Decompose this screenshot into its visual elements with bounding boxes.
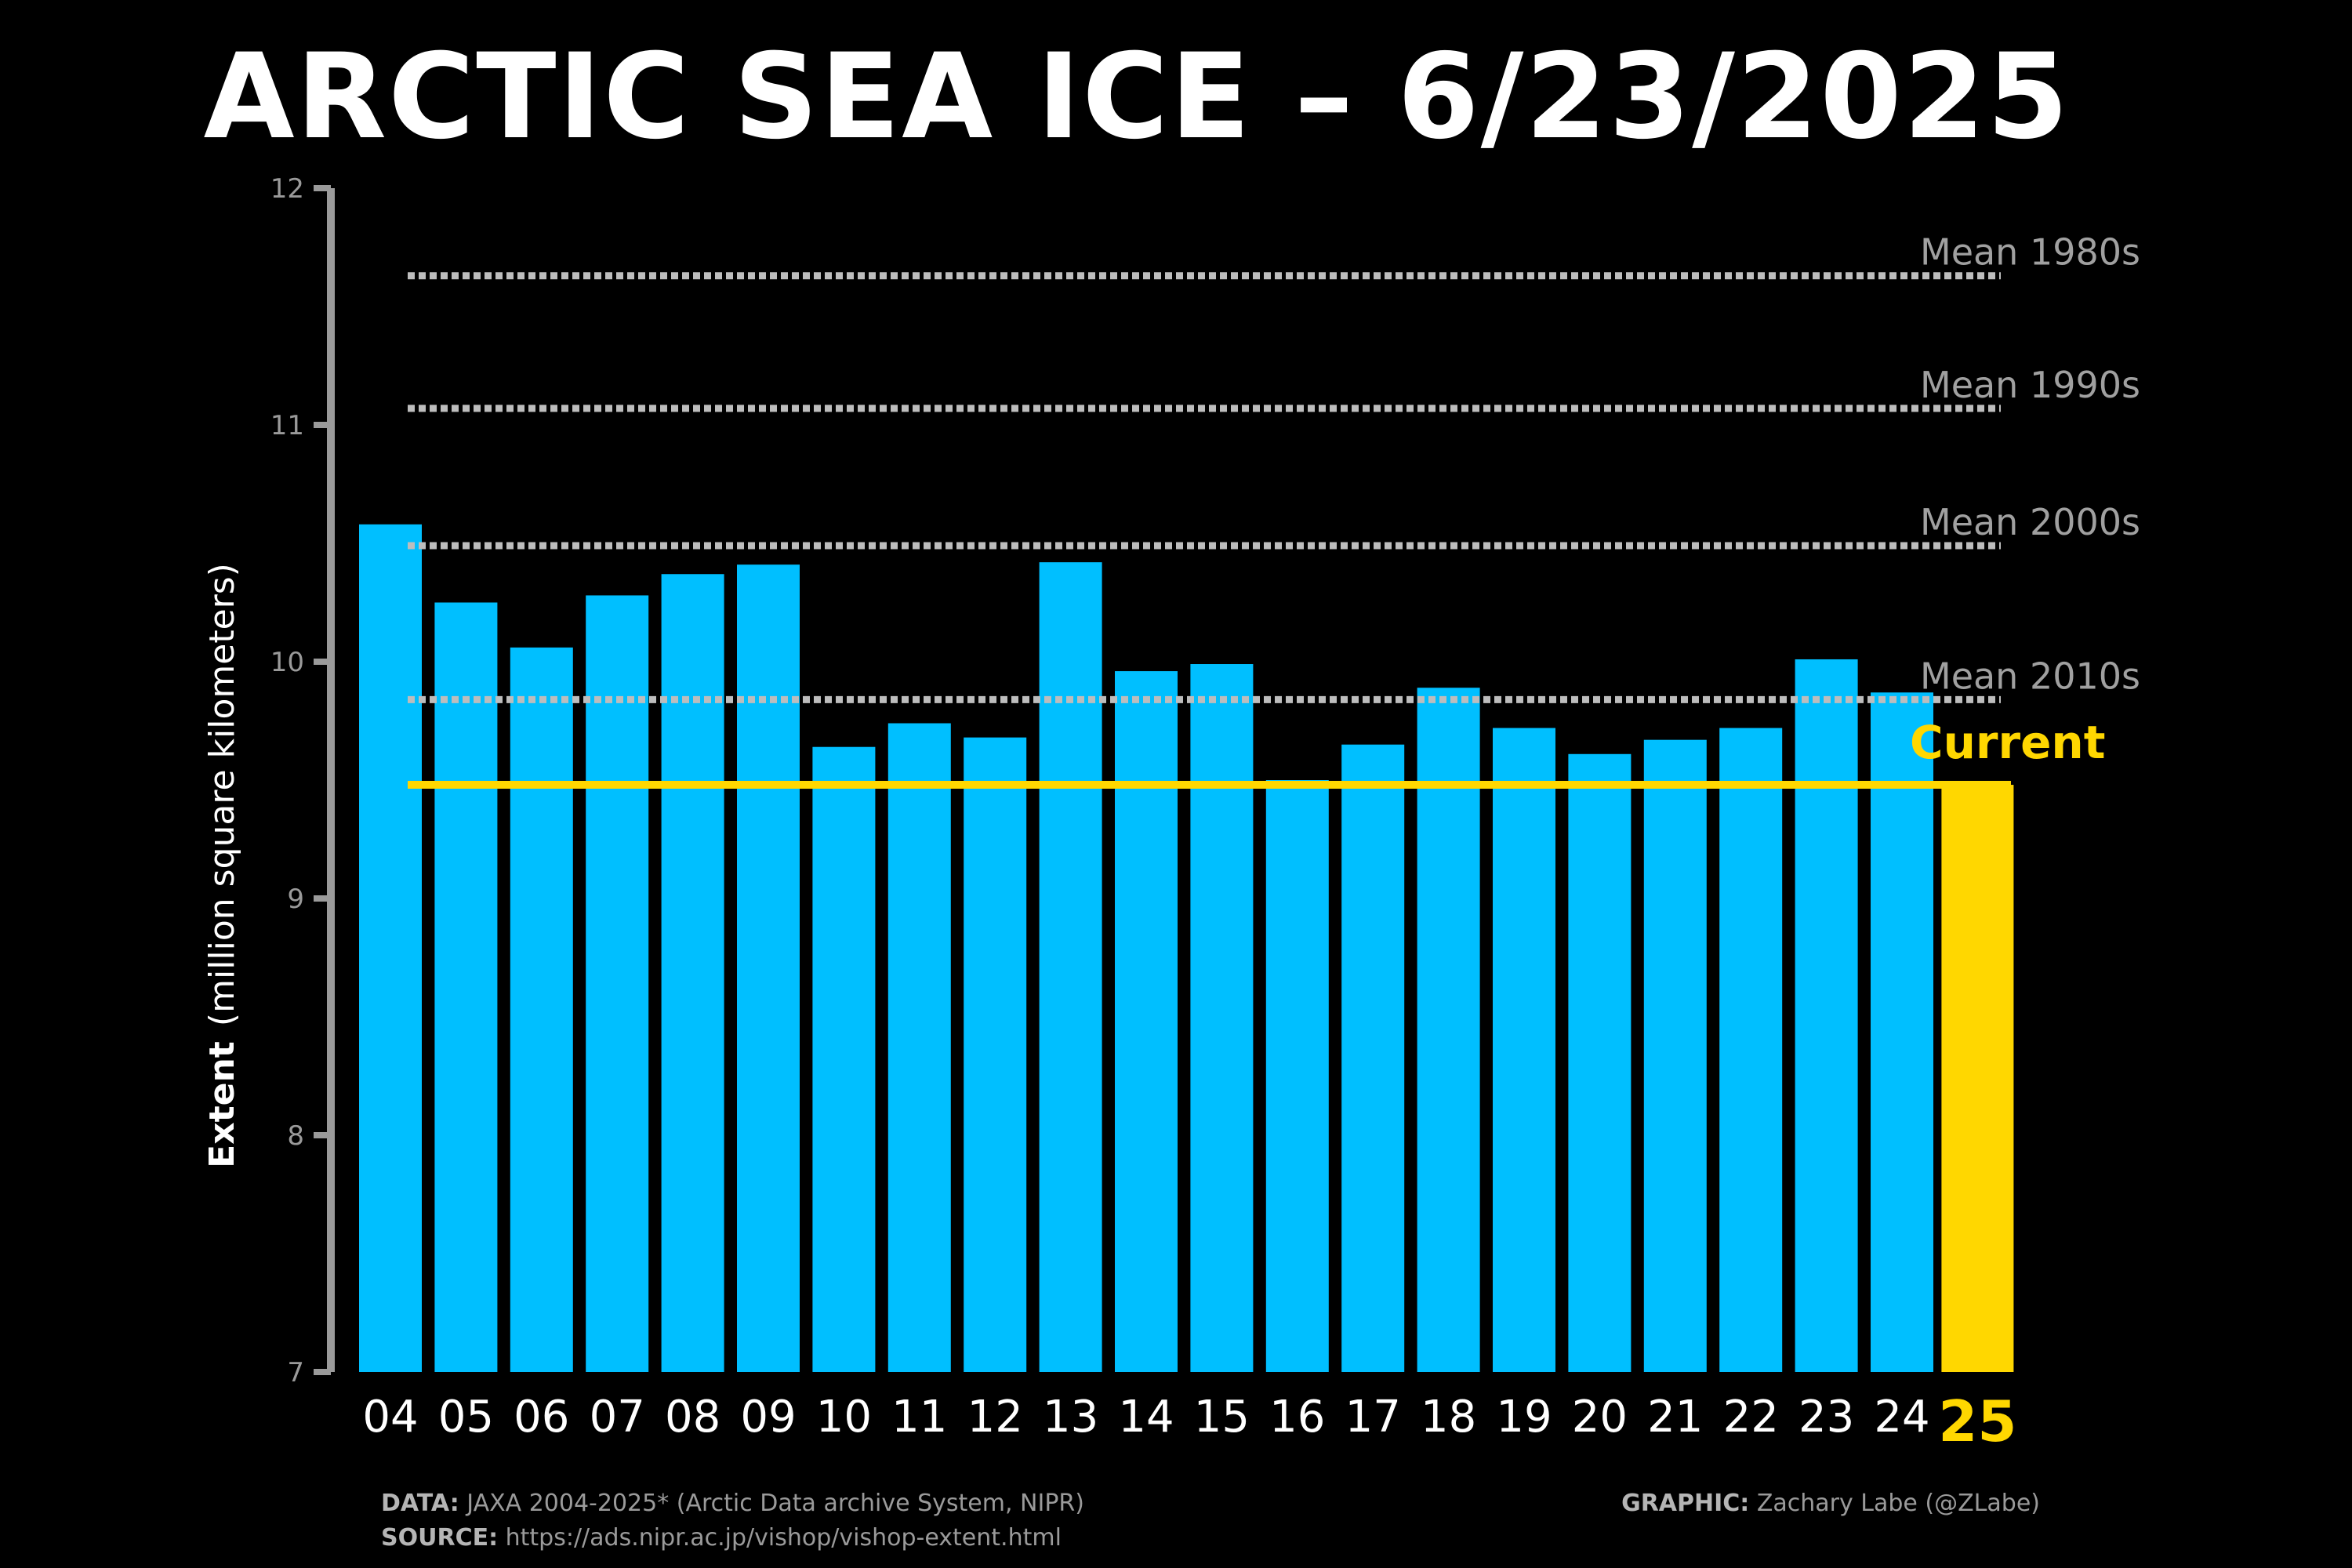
bar-06 [510,647,573,1372]
bar-13 [1039,562,1102,1373]
source-credit-line: SOURCE: https://ads.nipr.ac.jp/vishop/vi… [381,1521,1084,1555]
bar-08 [661,574,724,1372]
x-tick-label-21: 21 [1647,1392,1703,1443]
x-tick-label-16: 16 [1269,1392,1325,1443]
bars-group [359,524,2014,1373]
data-credit-value: JAXA 2004-2025* (Arctic Data archive Sys… [466,1490,1084,1517]
y-tick-label: 10 [270,647,304,678]
reference-label-2: Mean 1990s [1920,364,2140,406]
chart-title: ARCTIC SEA ICE – 6/23/2025 [203,29,2071,165]
y-axis-label-units: (million square kilometers) [202,563,242,1026]
x-tick-labels-group: 04 05 06 07 08 09 10 11 12 13 14 15 16 17 18 19 20 21 22 23… [362,1388,2016,1454]
y-tick-label: 12 [270,173,304,205]
reference-label-3: Mean 2000s [1920,501,2140,543]
x-tick-label-19: 19 [1496,1392,1552,1443]
x-tick-label-06: 06 [514,1392,569,1443]
x-tick-label-04: 04 [362,1392,418,1443]
footer-credits-left: DATA: JAXA 2004-2025* (Arctic Data archi… [381,1486,1084,1555]
x-tick-label-09: 09 [740,1392,796,1443]
bar-24 [1871,692,1933,1372]
y-axis-label-group: Extent (million square kilometers) [202,563,242,1168]
footer-credits-right: GRAPHIC: Zachary Labe (@ZLabe) [1621,1486,2040,1521]
x-tick-label-07: 07 [590,1392,645,1443]
x-tick-label-15: 15 [1194,1392,1250,1443]
bar-10 [812,746,876,1372]
data-credit-line: DATA: JAXA 2004-2025* (Arctic Data archi… [381,1486,1084,1521]
bar-11 [887,723,951,1372]
y-tick-label: 9 [287,884,304,915]
bar-20 [1568,753,1632,1372]
x-tick-label-08: 08 [665,1392,720,1443]
bar-05 [434,602,498,1372]
x-tick-label-23: 23 [1798,1392,1854,1443]
graphic-credit-value: Zachary Labe (@ZLabe) [1756,1490,2040,1517]
x-tick-label-25: 25 [1938,1388,2016,1454]
y-axis: 7 8 9 10 11 12 [270,173,335,1388]
reference-label-4: Mean 2010s [1920,655,2140,697]
bar-12 [964,737,1027,1372]
bar-09 [737,564,800,1373]
x-tick-label-18: 18 [1421,1392,1476,1443]
x-tick-label-17: 17 [1345,1392,1401,1443]
x-tick-label-14: 14 [1118,1392,1174,1443]
y-axis-label-bold: Extent [202,1041,242,1168]
y-tick-label: 11 [270,410,304,441]
bar-22 [1719,728,1783,1372]
source-credit-key: SOURCE: [381,1523,499,1552]
bar-15 [1190,664,1254,1372]
x-tick-label-12: 12 [967,1392,1023,1443]
data-credit-key: DATA: [381,1490,459,1517]
x-tick-label-10: 10 [816,1392,872,1443]
x-tick-label-24: 24 [1874,1392,1929,1443]
x-tick-label-11: 11 [891,1392,947,1443]
bar-07 [586,595,649,1372]
source-credit-value: https://ads.nipr.ac.jp/vishop/vishop-ext… [505,1523,1062,1552]
bar-21 [1643,739,1707,1372]
x-tick-label-05: 05 [438,1392,494,1443]
y-tick-label: 8 [287,1120,304,1152]
x-tick-label-13: 13 [1043,1392,1098,1443]
bar-04 [359,524,422,1372]
bar-23 [1795,659,1858,1372]
current-line-label: Current [1910,716,2105,769]
bar-18 [1417,688,1480,1372]
bar-19 [1493,728,1555,1372]
y-axis-label: Extent (million square kilometers) [202,563,242,1168]
reference-lines-group: Mean 1980s Mean 1990s Mean 2000s Mean 2010s… [408,231,2140,789]
bar-14 [1115,671,1178,1372]
bar-16 [1265,780,1329,1372]
x-tick-label-20: 20 [1572,1392,1628,1443]
y-tick-label: 7 [287,1357,304,1388]
x-tick-label-22: 22 [1723,1392,1779,1443]
bar-25 [1941,785,2014,1372]
graphic-credit-key: GRAPHIC: [1621,1490,1750,1517]
bar-17 [1341,744,1405,1372]
reference-label-1: Mean 1980s [1920,231,2140,274]
